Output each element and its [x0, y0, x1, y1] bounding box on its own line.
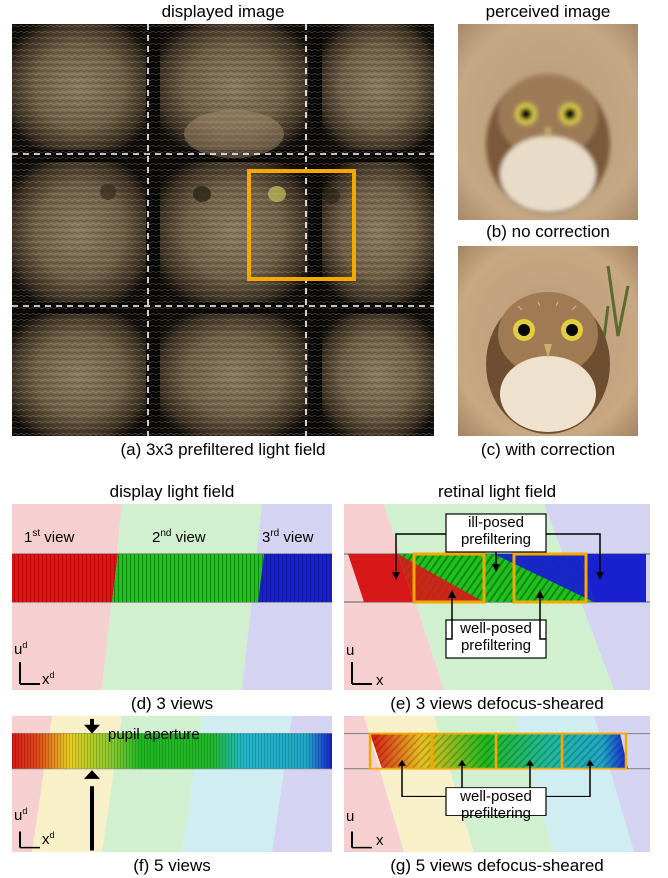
- pupil-aperture-label: pupil aperture: [108, 726, 200, 743]
- owl-with-correction-image: [458, 246, 638, 436]
- well-posed-label-g: well-posed prefiltering: [460, 788, 532, 822]
- ill-posed-box-left: [412, 552, 486, 604]
- axis-u-label-e: u: [346, 642, 355, 659]
- prefiltered-light-field-image: [12, 24, 434, 436]
- owl-no-correction-image: [458, 24, 638, 220]
- caption-c: (c) with correction: [480, 440, 616, 459]
- ill-posed-label: ill-posed prefiltering: [460, 514, 532, 548]
- caption-f: (f) 5 views: [133, 856, 211, 875]
- well-posed-box-4: [560, 732, 628, 770]
- retinal-light-field-3-views: [344, 504, 650, 690]
- axis-x-label-e: x: [376, 672, 384, 689]
- caption-a: (a) 3x3 prefiltered light field: [120, 440, 326, 459]
- axis-ud-label-d: ud: [14, 640, 28, 658]
- view1-label: 1st view: [24, 528, 75, 546]
- retinal-light-field-5-views: [344, 716, 650, 852]
- caption-b: (b) no correction: [486, 222, 610, 241]
- caption-e: (e) 3 views defocus-sheared: [390, 694, 604, 713]
- ill-posed-box-right: [512, 552, 588, 604]
- well-posed-label-e: well-posed prefiltering: [460, 620, 532, 654]
- axis-u-label-g: u: [346, 808, 355, 825]
- highlight-box: [247, 169, 356, 281]
- display-light-field-3-views: [12, 504, 332, 690]
- perceived-image-title: perceived image: [485, 2, 611, 21]
- display-light-field-5-views: [12, 716, 332, 852]
- view2-label: 2nd view: [152, 528, 206, 546]
- displayed-image-title: displayed image: [161, 2, 285, 21]
- axis-xd-label-d: xd: [42, 670, 55, 688]
- caption-d: (d) 3 views: [130, 694, 214, 713]
- axis-xd-label-f: xd: [42, 830, 55, 848]
- axis-ud-label-f: ud: [14, 806, 28, 824]
- view3-label: 3rd view: [262, 528, 314, 546]
- retinal-light-field-title: retinal light field: [437, 482, 557, 501]
- display-light-field-title: display light field: [109, 482, 235, 501]
- caption-g: (g) 5 views defocus-sheared: [390, 856, 604, 875]
- axis-x-label-g: x: [376, 832, 384, 849]
